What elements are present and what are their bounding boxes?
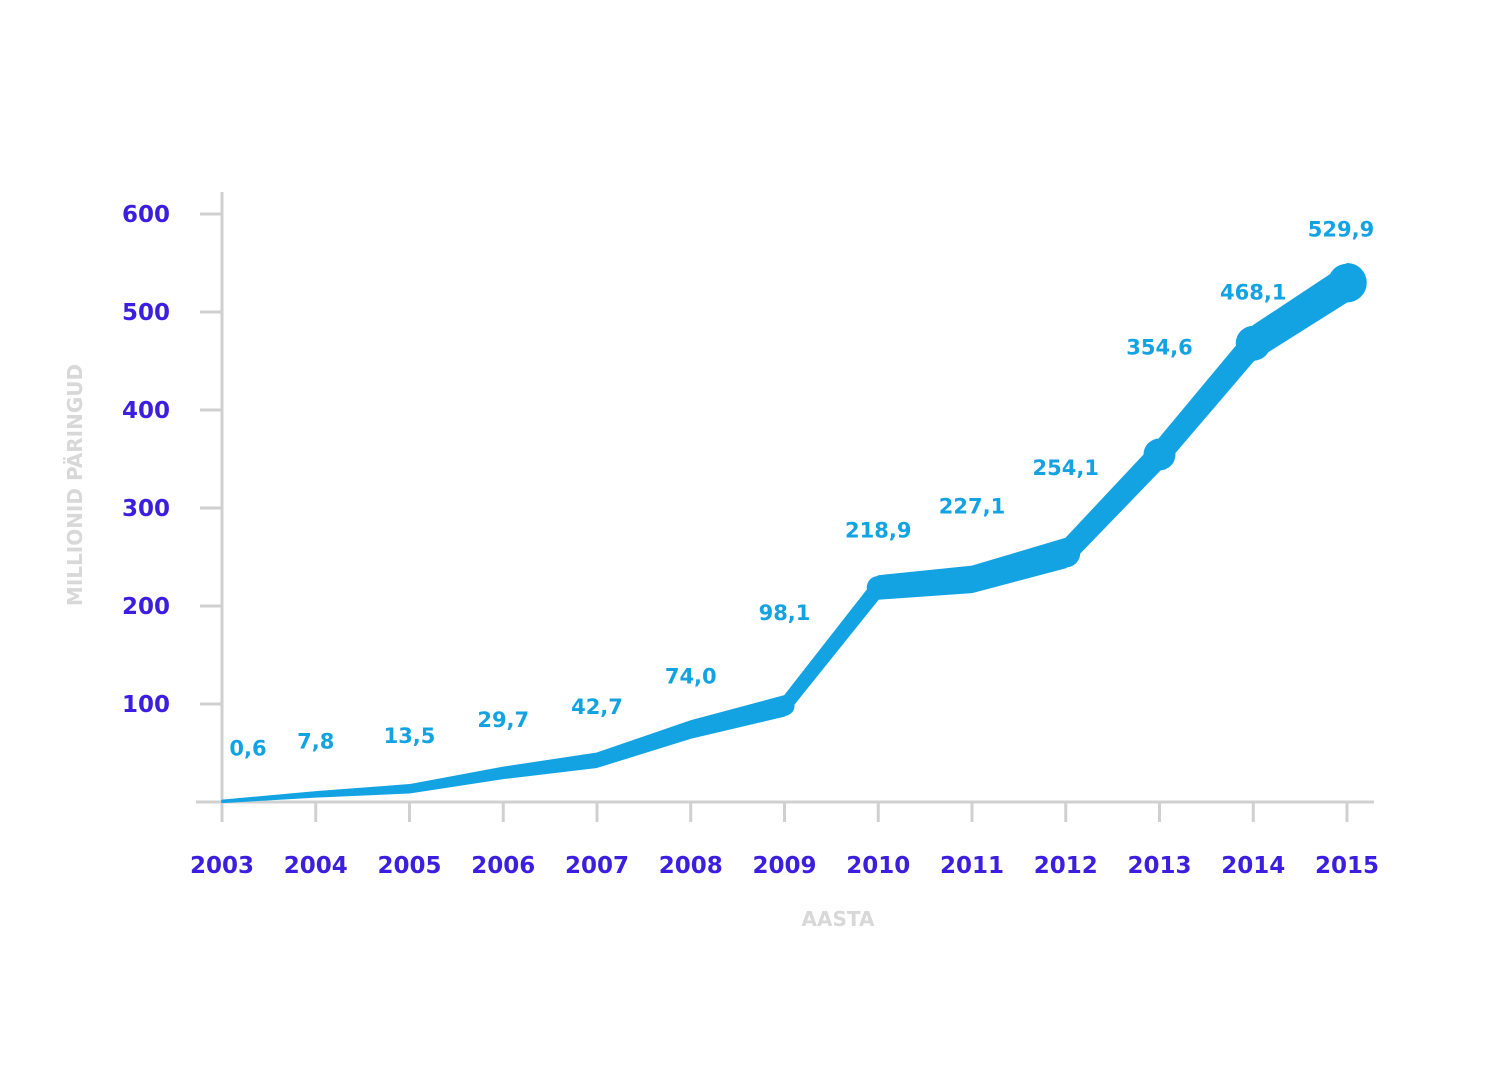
data-label: 74,0	[665, 664, 717, 688]
data-labels: 0,6 7,8 13,5 29,7 42,7 74,0 98,1 218,9 227,1 254,…	[229, 218, 1374, 761]
x-tick-label: 2005	[377, 853, 441, 879]
data-label: 98,1	[759, 601, 811, 625]
data-point	[1235, 325, 1271, 361]
y-ticks: 100 200 300 400 500 600	[122, 202, 222, 718]
data-point	[774, 695, 795, 716]
y-tick-label: 100	[122, 692, 170, 718]
x-tick-label: 2012	[1034, 853, 1098, 879]
x-tick-label: 2014	[1221, 853, 1285, 879]
data-point	[682, 720, 700, 738]
y-tick-label: 400	[122, 398, 170, 424]
data-point	[866, 575, 890, 599]
x-tick-label: 2009	[752, 853, 816, 879]
data-label: 13,5	[384, 724, 436, 748]
x-axis-title: AASTA	[802, 907, 875, 931]
data-point	[313, 791, 319, 797]
data-point	[1051, 538, 1081, 568]
x-tick-label: 2003	[190, 853, 254, 879]
x-tick-label: 2011	[940, 853, 1004, 879]
data-point	[221, 800, 223, 803]
y-tick-label: 200	[122, 594, 170, 620]
data-label: 0,6	[229, 736, 266, 760]
data-label: 227,1	[939, 494, 1005, 518]
data-point	[1143, 438, 1176, 471]
data-label: 354,6	[1126, 335, 1192, 359]
y-tick-label: 500	[122, 300, 170, 326]
data-point	[590, 753, 604, 768]
x-tick-label: 2004	[284, 853, 348, 879]
y-axis-title: MILLIONID PÄRINGUD	[63, 364, 87, 606]
x-tick-label: 2015	[1315, 853, 1379, 879]
data-point	[959, 566, 985, 593]
data-point	[497, 767, 509, 779]
x-tick-label: 2013	[1127, 853, 1191, 879]
series-band	[221, 262, 1367, 804]
data-label: 29,7	[477, 708, 529, 732]
data-label: 7,8	[297, 729, 334, 753]
y-tick-label: 600	[122, 202, 170, 228]
data-label: 42,7	[571, 695, 623, 719]
x-ticks: 2003 2004 2005 2006 2007 2008 2009 2010 2011 2012…	[190, 802, 1379, 879]
series-line	[221, 262, 1367, 804]
data-point	[1328, 263, 1366, 302]
x-tick-label: 2006	[471, 853, 535, 879]
x-tick-label: 2007	[565, 853, 629, 879]
data-point	[405, 784, 414, 793]
x-tick-label: 2010	[846, 853, 910, 879]
x-tick-label: 2008	[659, 853, 723, 879]
data-label: 254,1	[1033, 456, 1099, 480]
data-label: 529,9	[1308, 218, 1374, 242]
data-label: 218,9	[845, 518, 911, 542]
y-tick-label: 300	[122, 496, 170, 522]
data-label: 468,1	[1220, 280, 1286, 304]
